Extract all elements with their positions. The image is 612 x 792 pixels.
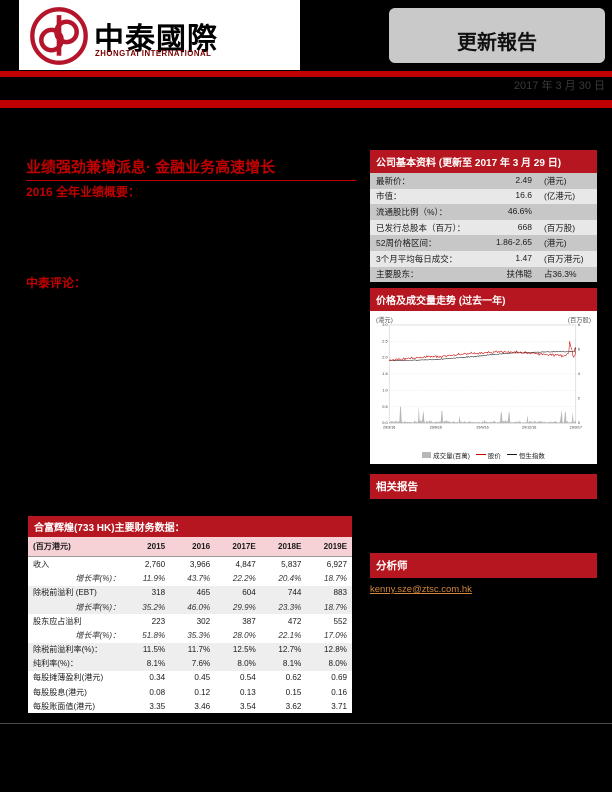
svg-text:2.0: 2.0 [382,355,388,360]
svg-text:29/3/16: 29/3/16 [383,426,395,430]
svg-text:29/9/16: 29/9/16 [476,426,488,430]
svg-text:2.5: 2.5 [382,338,388,343]
svg-text:1.5: 1.5 [382,371,388,376]
svg-text:8: 8 [578,322,580,327]
svg-text:29/3/17: 29/3/17 [570,426,582,430]
svg-text:0.0: 0.0 [382,420,388,425]
svg-text:2: 2 [578,396,580,401]
svg-text:3.0: 3.0 [382,322,388,327]
svg-text:0.5: 0.5 [382,404,388,409]
svg-text:4: 4 [578,371,581,376]
svg-text:29/12/16: 29/12/16 [522,426,536,430]
svg-text:6: 6 [578,347,580,352]
svg-text:0: 0 [578,420,581,425]
svg-text:29/6/16: 29/6/16 [430,426,442,430]
svg-text:1.0: 1.0 [382,387,388,392]
